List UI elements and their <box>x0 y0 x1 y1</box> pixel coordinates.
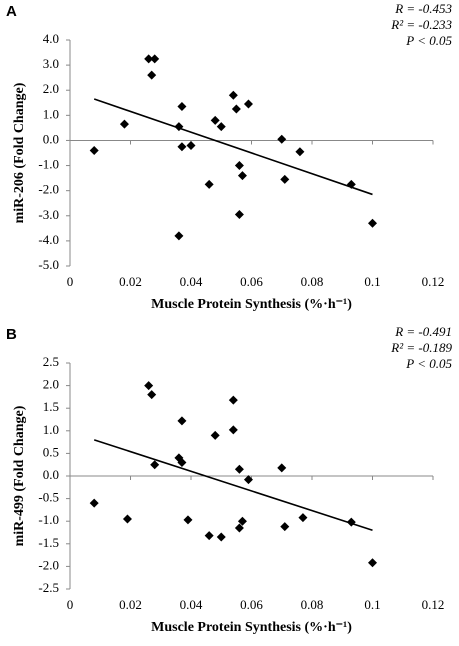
point <box>210 430 220 440</box>
y-tick-label: -0.5 <box>38 490 59 505</box>
y-tick-label: -5.0 <box>38 257 59 272</box>
y-tick-label: 0.5 <box>43 444 59 459</box>
point <box>186 140 196 150</box>
y-tick-label: -2.0 <box>38 557 59 572</box>
point <box>174 122 184 132</box>
point <box>89 498 99 508</box>
point <box>204 531 214 541</box>
x-tick-label: 0.1 <box>364 274 380 289</box>
point <box>210 115 220 125</box>
y-tick-label: 1.0 <box>43 422 59 437</box>
point <box>237 171 247 181</box>
stat-annotation: R = -0.453 <box>394 1 452 16</box>
stat-annotation: P < 0.05 <box>405 33 452 48</box>
y-tick-label: -1.5 <box>38 535 59 550</box>
point <box>243 99 253 109</box>
x-tick-label: 0.02 <box>119 597 142 612</box>
point <box>177 416 187 426</box>
point <box>177 457 187 467</box>
point <box>368 218 377 228</box>
trendline <box>93 439 373 532</box>
point <box>144 54 154 64</box>
point <box>243 475 253 485</box>
y-tick-label: -1.0 <box>38 512 59 527</box>
x-tick-label: 0.04 <box>180 597 203 612</box>
point <box>346 179 356 189</box>
point <box>295 147 305 157</box>
point <box>174 231 184 241</box>
point <box>150 460 160 470</box>
point <box>234 464 244 474</box>
stat-annotation: R² = -0.189 <box>390 340 452 355</box>
y-tick-label: 1.5 <box>43 399 59 414</box>
x-tick-label: 0.02 <box>119 274 142 289</box>
panel-label: B <box>6 326 17 343</box>
x-tick-label: 0.06 <box>240 274 263 289</box>
point <box>147 70 157 80</box>
y-tick-label: 0.0 <box>43 131 59 146</box>
point <box>277 463 287 473</box>
x-tick-label: 0 <box>67 274 74 289</box>
x-axis-title: Muscle Protein Synthesis (%·h⁻¹) <box>151 297 352 312</box>
point <box>89 145 99 155</box>
y-tick-label: 0.0 <box>43 467 59 482</box>
point <box>150 54 160 64</box>
point <box>228 425 238 435</box>
point <box>368 558 377 568</box>
y-tick-label: 2.5 <box>43 354 59 369</box>
point <box>228 395 238 405</box>
point <box>147 390 157 400</box>
point <box>234 210 244 220</box>
point <box>346 517 356 527</box>
y-tick-label: -3.0 <box>38 207 59 222</box>
x-tick-label: 0.12 <box>422 597 445 612</box>
x-tick-label: 0.08 <box>301 597 324 612</box>
stat-annotation: R = -0.491 <box>394 324 452 339</box>
x-tick-label: 0.04 <box>180 274 203 289</box>
point <box>119 119 129 129</box>
y-axis-title: miR-499 (Fold Change) <box>12 405 27 546</box>
x-tick-label: 0.12 <box>422 274 445 289</box>
point <box>298 513 308 523</box>
point <box>216 122 226 132</box>
point <box>177 102 187 112</box>
x-tick-label: 0.06 <box>240 597 263 612</box>
point <box>280 522 290 532</box>
point <box>183 515 193 525</box>
point <box>277 134 287 144</box>
point <box>122 514 132 524</box>
point <box>144 381 154 391</box>
point <box>237 516 247 526</box>
trendline <box>93 98 373 196</box>
y-tick-label: 4.0 <box>43 31 59 46</box>
y-tick-label: 2.0 <box>43 377 59 392</box>
y-axis-title: miR-206 (Fold Change) <box>12 82 27 223</box>
y-tick-label: 2.0 <box>43 81 59 96</box>
y-tick-label: -2.0 <box>38 182 59 197</box>
x-tick-label: 0 <box>67 597 74 612</box>
x-axis-title: Muscle Protein Synthesis (%·h⁻¹) <box>151 620 352 635</box>
point <box>280 174 290 184</box>
point <box>231 104 241 114</box>
point <box>234 161 244 171</box>
y-tick-label: -2.5 <box>38 580 59 595</box>
y-tick-label: -1.0 <box>38 157 59 172</box>
stat-annotation: R² = -0.233 <box>390 17 452 32</box>
point <box>216 532 226 542</box>
panel-label: A <box>6 3 17 20</box>
point <box>177 142 187 152</box>
y-tick-label: 3.0 <box>43 56 59 71</box>
point <box>204 179 214 189</box>
point <box>234 523 244 533</box>
point <box>228 90 238 100</box>
x-tick-label: 0.08 <box>301 274 324 289</box>
y-tick-label: -4.0 <box>38 232 59 247</box>
x-tick-label: 0.1 <box>364 597 380 612</box>
y-tick-label: 1.0 <box>43 106 59 121</box>
stat-annotation: P < 0.05 <box>405 356 452 371</box>
